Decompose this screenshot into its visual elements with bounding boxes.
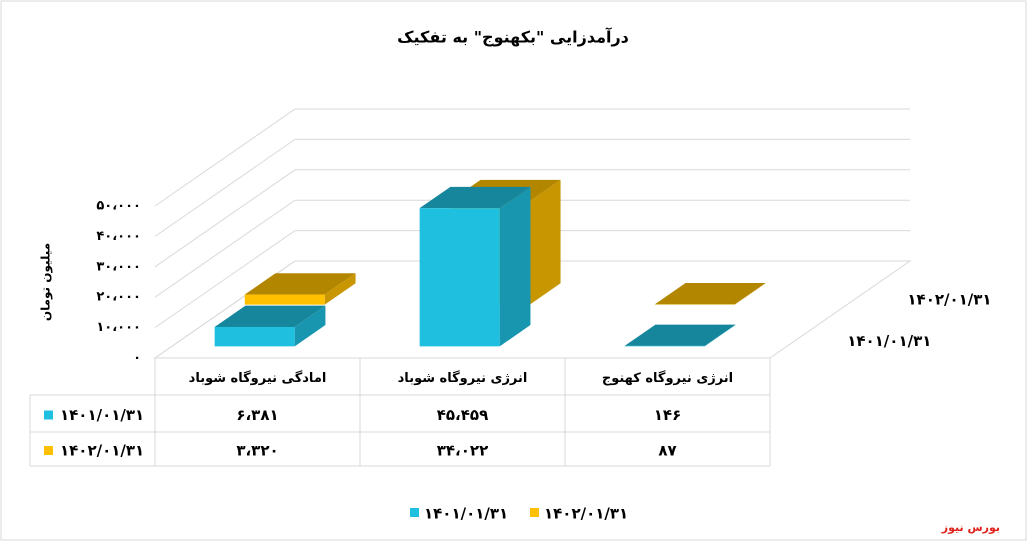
grid-line: [154, 108, 910, 207]
depth-label: ۱۴۰۱/۰۱/۳۱: [847, 332, 931, 350]
depth-label: ۱۴۰۲/۰۱/۳۱: [907, 290, 991, 308]
data-label: ۴۵،۴۵۹: [437, 406, 488, 424]
y-tick-label: ۵۰،۰۰۰: [96, 199, 141, 214]
x-tick-label: انرژی نیروگاه کهنوج: [602, 370, 733, 386]
y-tick-label: ۴۰،۰۰۰: [96, 229, 141, 244]
data-label: ۱۴۶: [654, 406, 681, 424]
bar-side: [734, 283, 766, 305]
legend-label: ۱۴۰۱/۰۱/۳۱: [424, 505, 508, 523]
bar-top: [419, 186, 531, 209]
bar-top: [654, 283, 766, 305]
y-tick-label: ۰: [133, 351, 141, 366]
bar: [419, 208, 500, 347]
source: بورس نیوز: [941, 521, 1000, 534]
legend-key: [44, 410, 53, 420]
x-tick-label: انرژی نیروگاه شوباد: [398, 370, 528, 386]
chart-title: درآمدزایی "بکهنوج" به تفکیک: [397, 27, 629, 47]
bar-top: [244, 273, 356, 295]
y-tick-label: ۱۰،۰۰۰: [96, 320, 141, 335]
legend-key: [530, 508, 539, 517]
legend-key: [410, 508, 419, 517]
data-label: ۳۴،۰۲۲: [437, 442, 488, 460]
grid-line: [154, 260, 910, 359]
y-axis-label: میلیون تومان: [39, 243, 54, 321]
legend-label: ۱۴۰۲/۰۱/۳۱: [544, 505, 628, 523]
table-series-name: ۱۴۰۲/۰۱/۳۱: [60, 442, 144, 460]
bar-top: [214, 305, 326, 327]
bar-top: [624, 324, 736, 346]
data-label: ۳،۳۲۰: [236, 442, 278, 460]
data-label: ۶،۳۸۱: [236, 406, 278, 424]
x-tick-label: امادگی نیروگاه شوباد: [189, 370, 327, 386]
table-series-name: ۱۴۰۱/۰۱/۳۱: [60, 406, 144, 424]
legend-key: [44, 446, 53, 455]
bar-side: [324, 273, 356, 305]
y-tick-label: ۳۰،۰۰۰: [96, 259, 141, 274]
bar: [214, 326, 295, 347]
grid-line: [154, 169, 910, 268]
bar-side: [704, 324, 736, 347]
grid-line: [154, 199, 910, 298]
grid-line: [154, 230, 910, 329]
data-label: ۸۷: [658, 442, 676, 460]
bar: [244, 294, 325, 305]
y-tick-label: ۲۰،۰۰۰: [96, 290, 141, 305]
bar-side: [499, 186, 531, 347]
grid-line: [154, 138, 910, 237]
bar-side: [294, 305, 326, 347]
bar-side: [529, 179, 561, 305]
